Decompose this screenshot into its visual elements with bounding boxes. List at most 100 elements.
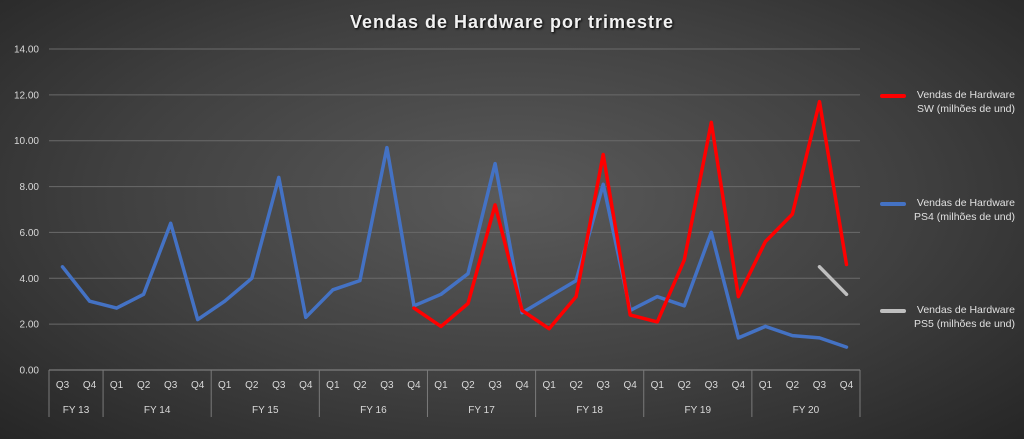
data-point bbox=[817, 336, 821, 340]
group-label: FY 15 bbox=[252, 405, 279, 416]
data-point bbox=[682, 258, 686, 262]
y-tick-label: 10.00 bbox=[14, 136, 39, 147]
x-tick-label: Q2 bbox=[461, 380, 475, 391]
data-point bbox=[223, 299, 227, 303]
group-label: FY 17 bbox=[468, 405, 495, 416]
data-point bbox=[790, 334, 794, 338]
y-tick-label: 14.00 bbox=[14, 45, 39, 56]
data-point bbox=[736, 336, 740, 340]
data-point bbox=[493, 203, 497, 207]
x-tick-label: Q3 bbox=[272, 380, 286, 391]
data-point bbox=[601, 152, 605, 156]
x-tick-label: Q4 bbox=[191, 380, 205, 391]
x-tick-label: Q3 bbox=[705, 380, 719, 391]
x-tick-label: Q3 bbox=[164, 380, 178, 391]
group-label: FY 13 bbox=[63, 405, 90, 416]
x-tick-label: Q1 bbox=[542, 380, 556, 391]
data-point bbox=[763, 324, 767, 328]
series-line bbox=[412, 99, 849, 331]
data-point bbox=[574, 295, 578, 299]
x-tick-label: Q1 bbox=[434, 380, 448, 391]
x-tick-label: Q4 bbox=[840, 380, 854, 391]
data-point bbox=[844, 292, 848, 296]
legend-label-ps4: Vendas de Hardware PS4 (milhões de und) bbox=[914, 197, 1015, 223]
data-point bbox=[682, 304, 686, 308]
x-tick-label: Q3 bbox=[380, 380, 394, 391]
x-tick-label: Q2 bbox=[245, 380, 259, 391]
data-point bbox=[601, 182, 605, 186]
legend-label-ps5: Vendas de Hardware PS5 (milhões de und) bbox=[914, 304, 1015, 330]
legend-swatch-ps5 bbox=[880, 309, 906, 313]
x-tick-label: Q1 bbox=[759, 380, 773, 391]
data-point bbox=[547, 327, 551, 331]
legend-swatch-ps4 bbox=[880, 202, 906, 206]
group-label: FY 20 bbox=[793, 405, 820, 416]
x-tick-label: Q2 bbox=[353, 380, 367, 391]
data-point bbox=[331, 288, 335, 292]
series-line bbox=[60, 145, 849, 349]
data-point bbox=[142, 292, 146, 296]
data-point bbox=[88, 299, 92, 303]
group-label: FY 14 bbox=[144, 405, 171, 416]
data-point bbox=[169, 221, 173, 225]
data-point bbox=[196, 318, 200, 322]
y-tick-label: 4.00 bbox=[20, 274, 40, 285]
data-point bbox=[628, 313, 632, 317]
x-tick-label: Q3 bbox=[488, 380, 502, 391]
x-tick-label: Q1 bbox=[110, 380, 124, 391]
x-tick-label: Q4 bbox=[515, 380, 529, 391]
x-tick-label: Q3 bbox=[56, 380, 70, 391]
x-tick-label: Q4 bbox=[624, 380, 638, 391]
x-tick-label: Q4 bbox=[732, 380, 746, 391]
data-point bbox=[115, 306, 119, 310]
y-tick-label: 0.00 bbox=[20, 366, 40, 377]
data-point bbox=[304, 315, 308, 319]
data-point bbox=[844, 263, 848, 267]
data-point bbox=[547, 295, 551, 299]
series-line bbox=[817, 265, 849, 297]
x-tick-label: Q2 bbox=[137, 380, 151, 391]
data-point bbox=[763, 240, 767, 244]
y-tick-label: 8.00 bbox=[20, 182, 40, 193]
y-tick-label: 6.00 bbox=[20, 228, 40, 239]
x-tick-label: Q1 bbox=[651, 380, 665, 391]
x-tick-label: Q2 bbox=[678, 380, 692, 391]
data-point bbox=[466, 272, 470, 276]
data-point bbox=[520, 308, 524, 312]
data-point bbox=[709, 120, 713, 124]
data-point bbox=[466, 302, 470, 306]
x-tick-label: Q3 bbox=[597, 380, 611, 391]
x-tick-label: Q3 bbox=[813, 380, 827, 391]
y-tick-label: 2.00 bbox=[20, 320, 40, 331]
data-point bbox=[277, 175, 281, 179]
data-point bbox=[817, 265, 821, 269]
data-point bbox=[817, 100, 821, 104]
data-point bbox=[385, 146, 389, 150]
data-point bbox=[709, 230, 713, 234]
legend-swatch-sw bbox=[880, 94, 906, 98]
data-point bbox=[493, 162, 497, 166]
data-point bbox=[412, 306, 416, 310]
data-point bbox=[439, 324, 443, 328]
data-point bbox=[61, 265, 65, 269]
group-label: FY 18 bbox=[576, 405, 603, 416]
data-point bbox=[655, 295, 659, 299]
data-point bbox=[358, 279, 362, 283]
data-point bbox=[439, 292, 443, 296]
x-tick-label: Q4 bbox=[407, 380, 421, 391]
data-point bbox=[250, 276, 254, 280]
legend-label-sw: Vendas de Hardware SW (milhões de und) bbox=[916, 89, 1015, 115]
x-tick-label: Q2 bbox=[786, 380, 800, 391]
group-label: FY 16 bbox=[360, 405, 387, 416]
data-point bbox=[844, 345, 848, 349]
x-tick-label: Q4 bbox=[83, 380, 97, 391]
chart-title: Vendas de Hardware por trimestre bbox=[349, 12, 675, 32]
x-tick-label: Q2 bbox=[569, 380, 583, 391]
data-point bbox=[655, 320, 659, 324]
data-point bbox=[790, 212, 794, 216]
x-tick-label: Q1 bbox=[326, 380, 340, 391]
data-point bbox=[574, 279, 578, 283]
group-label: FY 19 bbox=[685, 405, 712, 416]
